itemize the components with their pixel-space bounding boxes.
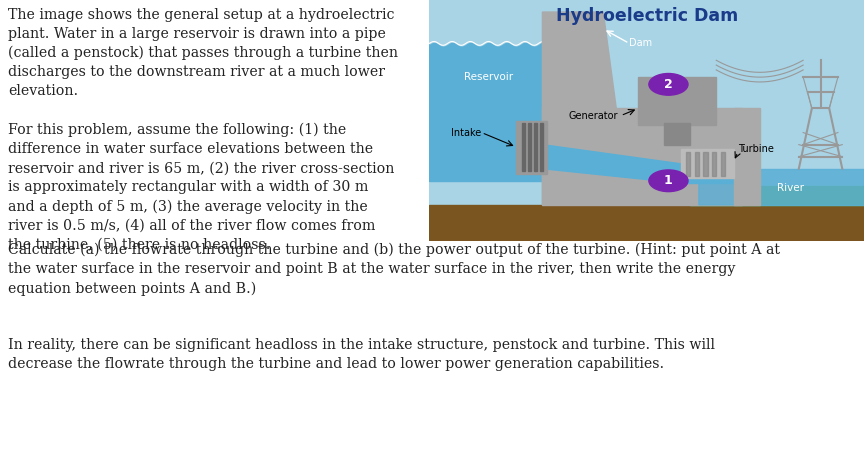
Polygon shape bbox=[543, 12, 629, 205]
Bar bbox=[712, 152, 716, 176]
Circle shape bbox=[649, 170, 688, 191]
Text: Turbine: Turbine bbox=[738, 145, 774, 154]
Text: Dam: Dam bbox=[629, 38, 652, 48]
Text: Intake: Intake bbox=[451, 128, 481, 138]
Bar bbox=[703, 152, 708, 176]
Bar bbox=[540, 123, 543, 171]
Text: 1: 1 bbox=[664, 174, 673, 187]
Text: Hydroelectric Dam: Hydroelectric Dam bbox=[556, 7, 738, 25]
Bar bbox=[682, 149, 734, 178]
Text: 2: 2 bbox=[664, 78, 673, 91]
Bar bbox=[522, 123, 524, 171]
Bar bbox=[664, 123, 690, 145]
Bar bbox=[690, 186, 864, 205]
Bar bbox=[686, 152, 690, 176]
Polygon shape bbox=[543, 109, 742, 205]
Text: For this problem, assume the following: (1) the
difference in water surface elev: For this problem, assume the following: … bbox=[8, 123, 394, 252]
Bar bbox=[721, 152, 725, 176]
Text: Generator: Generator bbox=[569, 111, 618, 121]
Bar bbox=[429, 205, 864, 241]
Bar bbox=[638, 77, 716, 125]
Bar bbox=[534, 123, 537, 171]
Bar bbox=[695, 152, 699, 176]
Polygon shape bbox=[699, 164, 742, 205]
Text: Reservoir: Reservoir bbox=[464, 72, 513, 82]
Circle shape bbox=[649, 73, 688, 95]
Text: In reality, there can be significant headloss in the intake structure, penstock : In reality, there can be significant hea… bbox=[8, 338, 715, 371]
Polygon shape bbox=[429, 44, 551, 181]
Text: The image shows the general setup at a hydroelectric
plant. Water in a large res: The image shows the general setup at a h… bbox=[8, 8, 398, 98]
Text: River: River bbox=[777, 183, 804, 193]
Bar bbox=[690, 168, 864, 205]
Text: Calculate (a) the flowrate through the turbine and (b) the power output of the t: Calculate (a) the flowrate through the t… bbox=[8, 243, 780, 296]
Polygon shape bbox=[682, 164, 742, 183]
Bar bbox=[517, 120, 547, 174]
Polygon shape bbox=[543, 145, 682, 183]
Bar bbox=[528, 123, 530, 171]
Bar bbox=[734, 109, 759, 205]
